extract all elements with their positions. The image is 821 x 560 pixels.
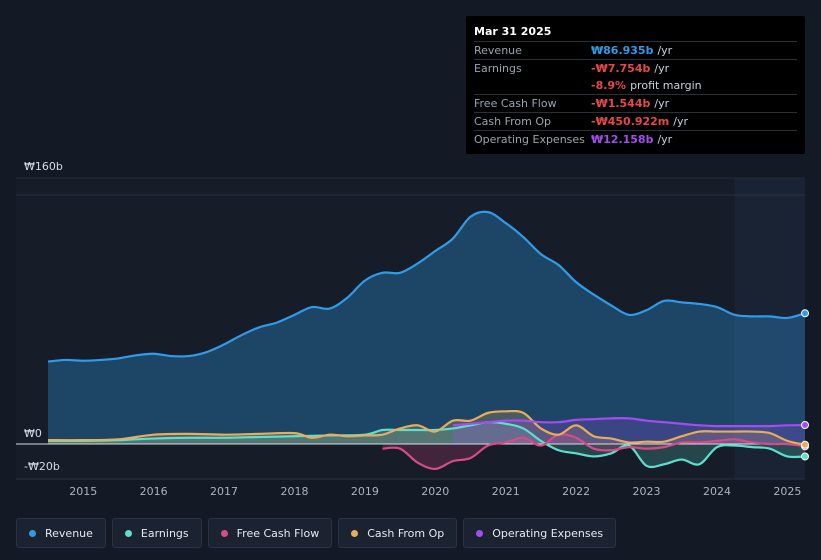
operating-expenses-end-point [801,421,809,430]
x-tick-label: 2023 [633,485,661,498]
revenue-end-point [801,309,809,318]
legend-dot-icon [351,529,359,537]
legend-item-free-cash-flow[interactable]: Free Cash Flow [207,518,333,548]
x-tick-label: 2021 [492,485,520,498]
tooltip-unit: /yr [654,97,670,110]
legend-item-earnings[interactable]: Earnings [111,518,202,548]
tooltip-value: -₩450.922m [591,115,670,128]
tooltip-row-earnings: Earnings -₩7.754b /yr [474,60,797,77]
tooltip-row-revenue: Revenue ₩86.935b /yr [474,42,797,60]
legend-label: Operating Expenses [492,526,604,540]
legend-dot-icon [220,529,228,537]
x-tick-label: 2018 [280,485,308,498]
tooltip-label: Cash From Op [474,115,552,128]
tooltip-unit: /yr [673,115,689,128]
tooltip-row-cash-from-op: Cash From Op -₩450.922m /yr [474,113,797,131]
operating-expenses-area [452,418,805,444]
data-tooltip: Mar 31 2025 Revenue ₩86.935b /yr Earning… [466,16,805,154]
tooltip-value: ₩86.935b [591,44,654,57]
legend-item-revenue[interactable]: Revenue [16,518,106,548]
revenue-area [48,211,805,444]
tooltip-row-free-cash-flow: Free Cash Flow -₩1.544b /yr [474,95,797,113]
tooltip-unit: profit margin [630,79,702,92]
tooltip-unit: /yr [657,133,673,146]
cash-from-op-line [47,409,806,446]
legend-label: Cash From Op [367,526,445,540]
operating-expenses-line [452,417,806,428]
tooltip-value: ₩12.158b [591,133,654,146]
legend-label: Earnings [140,526,189,540]
tooltip-label: Revenue [474,44,522,57]
free-cash-flow-line [382,433,806,471]
tooltip-row-operating-expenses: Operating Expenses ₩12.158b /yr [474,131,797,148]
x-tick-label: 2020 [421,485,449,498]
tooltip-unit: /yr [657,44,673,57]
x-tick-label: 2025 [773,485,801,498]
y-tick-label: ₩160b [24,160,63,173]
tooltip-label: Free Cash Flow [474,97,557,110]
legend-dot-icon [124,529,132,537]
tooltip-value: -₩1.544b [591,97,651,110]
x-tick-label: 2019 [351,485,379,498]
tooltip-value: -8.9% [591,79,627,92]
tooltip-date: Mar 31 2025 [474,23,797,42]
legend-dot-icon [476,529,484,537]
tooltip-row-profit-margin: -8.9% profit margin [474,77,797,95]
earnings-line [47,421,806,469]
y-tick-label: -₩20b [24,460,60,473]
cash-from-op-end-point [801,440,809,449]
x-tick-label: 2024 [703,485,731,498]
x-tick-label: 2017 [210,485,238,498]
x-tick-label: 2022 [562,485,590,498]
tooltip-label: Earnings [474,62,522,75]
chart-legend: Revenue Earnings Free Cash Flow Cash Fro… [16,518,617,548]
legend-label: Revenue [45,526,93,540]
forecast-region [734,178,805,479]
tooltip-label: Operating Expenses [474,133,585,146]
cash-from-op-area [48,411,805,445]
earnings-end-point [801,452,809,461]
financial-history-chart[interactable]: ₩160b ₩0 -₩20b 2015 2016 2017 2018 2019 2020 2021… [0,0,821,515]
plot-background [16,178,805,479]
y-tick-label: ₩0 [24,427,42,440]
x-tick-label: 2016 [140,485,168,498]
tooltip-value: -₩7.754b [591,62,651,75]
x-tick-label: 2015 [69,485,97,498]
revenue-line [47,210,806,363]
tooltip-unit: /yr [654,62,670,75]
legend-label: Free Cash Flow [236,526,320,540]
legend-item-operating-expenses[interactable]: Operating Expenses [463,518,617,548]
legend-item-cash-from-op[interactable]: Cash From Op [338,518,458,548]
legend-dot-icon [29,529,36,537]
